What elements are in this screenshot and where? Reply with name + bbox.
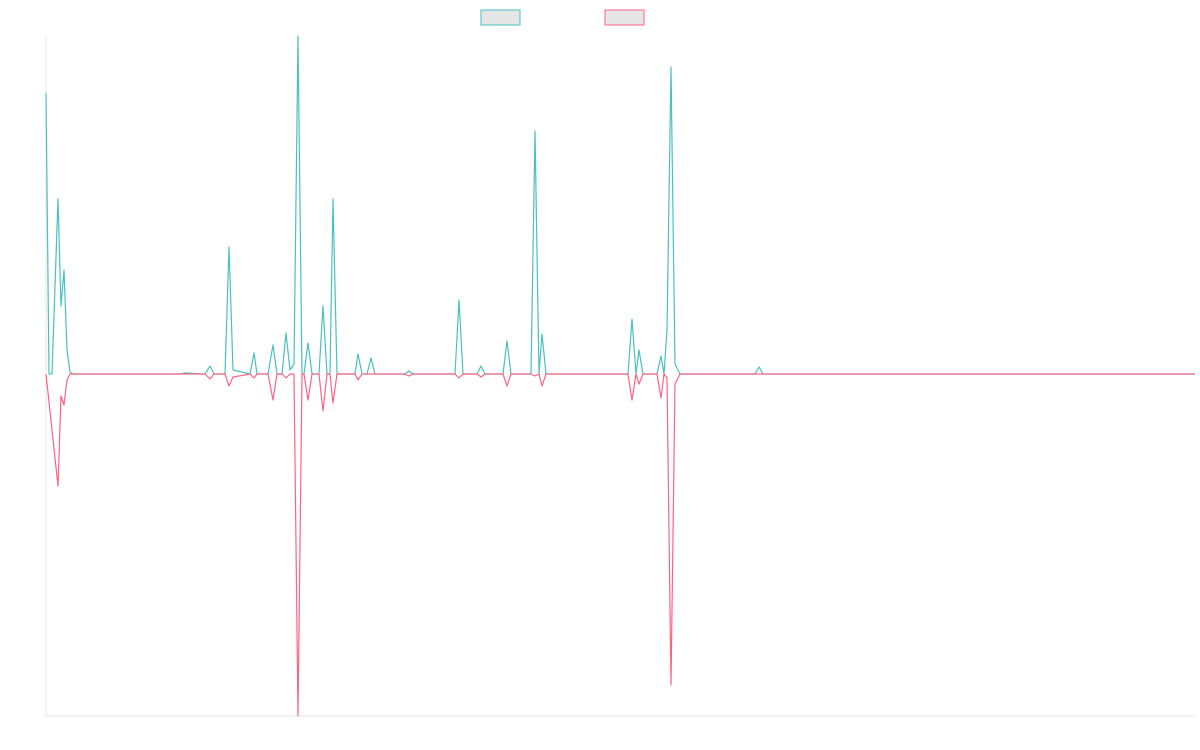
series-line <box>45 35 1195 375</box>
legend-swatch <box>480 9 521 26</box>
series-line <box>45 373 1195 717</box>
legend-swatch <box>604 9 645 26</box>
